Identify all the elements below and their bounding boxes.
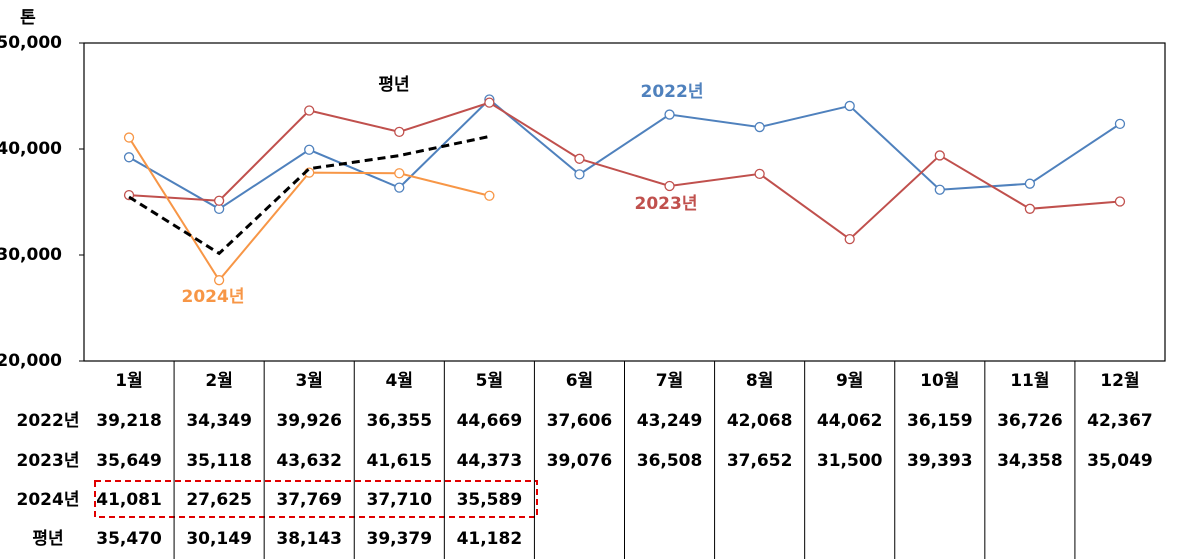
table-cell: 37,769 [276, 490, 342, 510]
x-tick-label: 4월 [386, 371, 413, 391]
table-cell: 35,589 [457, 490, 523, 510]
series-line [128, 101, 1121, 241]
table-cell: 39,379 [366, 529, 432, 549]
y-tick-label: 50,000 [0, 33, 62, 53]
x-tick-label: 1월 [115, 371, 142, 391]
data-point [304, 105, 315, 116]
table-cell: 39,218 [96, 411, 162, 431]
table-cell: 27,625 [186, 490, 252, 510]
table-cell: 36,508 [637, 451, 703, 471]
data-point [1114, 118, 1126, 130]
table-cell: 41,182 [457, 529, 523, 549]
series-label: 평년 [378, 75, 409, 95]
table-cell: 39,076 [547, 451, 613, 471]
x-tick-label: 10월 [920, 371, 959, 391]
x-tick-label: 9월 [836, 371, 863, 391]
x-tick-label: 12월 [1100, 371, 1139, 391]
table-cell: 31,500 [817, 451, 883, 471]
row-header: 2022년 [17, 411, 80, 431]
data-point [213, 195, 225, 206]
data-point [394, 168, 405, 179]
table-cell: 39,393 [907, 451, 973, 471]
table-cell: 36,159 [907, 411, 973, 431]
table-cell: 43,632 [276, 451, 342, 471]
data-point [754, 121, 765, 133]
data-point [123, 132, 135, 143]
table-cell: 37,710 [366, 490, 432, 510]
data-point [934, 150, 945, 161]
table-cell: 41,615 [366, 451, 432, 471]
data-point [484, 97, 495, 108]
row-header: 2023년 [17, 451, 80, 471]
y-axis-unit: 톤 [20, 8, 36, 28]
series-line [128, 135, 490, 256]
table-cell: 36,355 [366, 411, 432, 431]
plot-area [83, 42, 1166, 362]
table-cell: 42,367 [1087, 411, 1153, 431]
table-cell: 38,143 [276, 529, 342, 549]
series-label: 2023년 [635, 194, 698, 214]
x-tick-label: 5월 [476, 371, 503, 391]
table-cell: 41,081 [96, 490, 162, 510]
table-cell: 44,373 [457, 451, 523, 471]
row-header: 평년 [32, 529, 63, 549]
series-line [128, 98, 1121, 211]
data-point [754, 168, 765, 180]
series-label: 2022년 [641, 82, 704, 102]
table-cell: 35,049 [1087, 451, 1153, 471]
data-point [394, 126, 405, 138]
data-point [394, 182, 405, 193]
table-cell: 30,149 [186, 529, 252, 549]
y-tick-label: 40,000 [0, 139, 62, 159]
data-point [484, 190, 495, 201]
table-cell: 42,068 [727, 411, 793, 431]
table-cell: 35,649 [96, 451, 162, 471]
data-point [574, 153, 585, 164]
y-tick-label: 30,000 [0, 245, 62, 265]
table-cell: 44,669 [457, 411, 523, 431]
data-point [574, 169, 585, 180]
x-tick-label: 6월 [566, 371, 593, 391]
table-cell: 37,652 [727, 451, 793, 471]
data-point [304, 144, 315, 155]
data-point [844, 100, 855, 112]
data-point [844, 233, 855, 245]
table-cell: 35,118 [186, 451, 252, 471]
table-cell: 44,062 [817, 411, 883, 431]
table-cell: 35,470 [96, 529, 162, 549]
data-point [1024, 203, 1036, 214]
data-point [934, 184, 945, 195]
data-point [213, 275, 225, 286]
row-header: 2024년 [17, 490, 80, 510]
table-cell: 36,726 [997, 411, 1063, 431]
series-label: 2024년 [182, 287, 245, 307]
x-tick-label: 11월 [1010, 371, 1049, 391]
table-cell: 39,926 [276, 411, 342, 431]
data-point [1024, 178, 1036, 189]
table-cell: 43,249 [637, 411, 703, 431]
data-point [664, 180, 675, 192]
x-tick-label: 2월 [205, 371, 232, 391]
data-point [123, 152, 135, 163]
highlight-box [94, 480, 538, 518]
x-tick-label: 8월 [746, 371, 773, 391]
y-tick-label: 20,000 [0, 351, 62, 371]
data-point [664, 109, 675, 120]
table-cell: 34,349 [186, 411, 252, 431]
table-cell: 34,358 [997, 451, 1063, 471]
x-tick-label: 3월 [295, 371, 322, 391]
table-cell: 37,606 [547, 411, 613, 431]
series-line [128, 137, 490, 282]
x-tick-label: 7월 [656, 371, 683, 391]
data-point [1114, 196, 1126, 207]
